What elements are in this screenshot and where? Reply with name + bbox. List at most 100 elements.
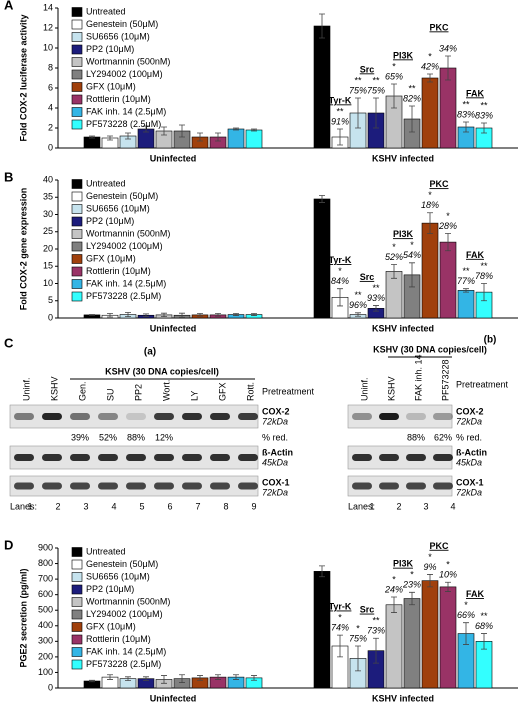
band [14, 454, 34, 461]
bar [421, 580, 439, 689]
legend-label: GFX (10μM) [86, 621, 136, 631]
percent-label: 75% [349, 633, 367, 643]
band [433, 454, 453, 461]
band [238, 413, 258, 420]
percent-label: 83% [475, 110, 493, 120]
significance: * [338, 266, 342, 276]
bar [245, 129, 263, 149]
significance: ** [480, 611, 488, 621]
significance: ** [372, 75, 380, 85]
bar [227, 128, 245, 149]
row-name: COX-2 [262, 406, 290, 416]
y-tick-label: 6 [48, 82, 53, 92]
error-bar [463, 121, 469, 133]
legend-label: PF573228 (2.5μM) [86, 659, 161, 669]
significance: ** [372, 283, 380, 293]
band [154, 454, 174, 461]
error-bar [125, 676, 131, 681]
significance: * [428, 51, 432, 61]
x-tick-label: Uninfected [150, 323, 197, 333]
percent-label: 24% [384, 584, 403, 594]
legend-label: Genestein (50μM) [86, 19, 158, 29]
legend-label: FAK inh. 14 (2.5μM) [86, 106, 166, 116]
legend-swatch [71, 19, 83, 30]
significance: ** [462, 99, 470, 109]
percent-label: 42% [421, 61, 439, 71]
error-bar [337, 288, 343, 307]
legend-swatch [71, 584, 83, 595]
legend-label: PP2 (10μM) [86, 44, 134, 54]
y-tick-label: 0 [48, 682, 53, 692]
x-tick-label: Uninfected [150, 153, 197, 163]
band [182, 454, 202, 461]
row-name: COX-1 [262, 477, 290, 487]
band [42, 454, 62, 461]
reduction: 52% [99, 432, 117, 442]
significance: * [410, 240, 414, 250]
x-tick-label: KSHV infected [372, 153, 434, 163]
legend-label: PP2 (10μM) [86, 216, 134, 226]
error-bar [125, 132, 131, 140]
y-tick-label: 12 [43, 22, 53, 32]
group-label: PI3K [393, 50, 414, 60]
y-tick-label: 35 [43, 192, 53, 202]
error-bar [481, 633, 487, 650]
y-tick-label: 400 [38, 620, 53, 630]
lane-number: 8 [223, 501, 228, 511]
row-size: 45kDa [262, 457, 288, 467]
error-bar [143, 125, 149, 133]
y-tick-label: 900 [38, 542, 53, 552]
bar [385, 604, 403, 689]
error-bar [215, 132, 221, 142]
lane-label: LY [189, 391, 199, 401]
error-bar [107, 135, 113, 141]
lane-number: 3 [83, 501, 88, 511]
row-name: COX-2 [456, 406, 484, 416]
band [379, 482, 399, 490]
lane-label: KSHV [386, 376, 396, 401]
band [126, 454, 146, 461]
legend-label: GFX (10μM) [86, 253, 136, 263]
error-bar [89, 679, 95, 683]
pretreatment-label: Pretreatment [262, 386, 315, 396]
percent-label: 10% [439, 570, 457, 580]
legend-swatch [71, 216, 83, 227]
error-bar [197, 132, 203, 142]
band [379, 454, 399, 461]
legend-label: Wortmannin (500nM) [86, 228, 170, 238]
legend-swatch [71, 634, 83, 645]
error-bar [409, 105, 415, 133]
legend-label: Untreated [86, 178, 126, 188]
legend-swatch [71, 609, 83, 620]
bar [439, 241, 457, 319]
y-tick-label: 5 [48, 295, 53, 305]
significance: ** [336, 106, 344, 116]
percent-label: 82% [403, 93, 421, 103]
row-size: 72kDa [456, 487, 482, 497]
row-name: ß-Actin [262, 447, 293, 457]
error-bar [233, 674, 239, 680]
lane-label: FAK inh. 14 [413, 354, 423, 401]
band [352, 413, 372, 420]
row-size: 72kDa [262, 487, 288, 497]
blot-membrane [347, 404, 453, 429]
error-bar [445, 581, 451, 592]
error-bar [391, 83, 397, 109]
error-bar [355, 312, 361, 317]
lanes-label: Lanes: [348, 501, 375, 511]
bar [457, 290, 475, 319]
significance: * [338, 612, 342, 622]
percent-label: 77% [457, 276, 475, 286]
percent-label: 54% [403, 250, 421, 260]
y-tick-label: 30 [43, 209, 53, 219]
band [379, 413, 399, 420]
legend-label: LY294002 (100μM) [86, 241, 163, 251]
band [182, 482, 202, 490]
reduction: 39% [71, 432, 89, 442]
y-tick-label: 2 [48, 122, 53, 132]
band [238, 482, 258, 490]
y-tick-label: 4 [48, 102, 53, 112]
percent-label: 84% [331, 276, 349, 286]
y-tick-label: 10 [43, 278, 53, 288]
